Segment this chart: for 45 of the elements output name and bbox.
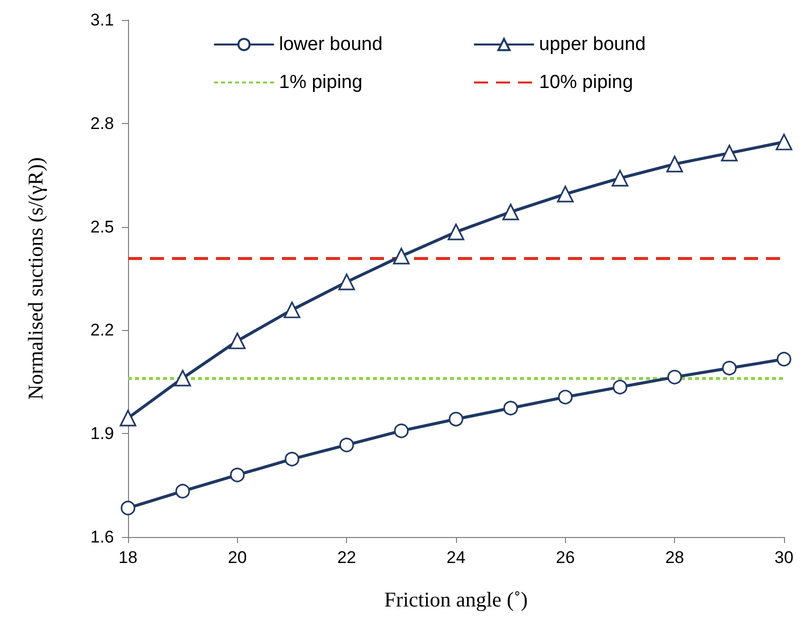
point <box>393 248 410 264</box>
x-tick-label: 20 <box>228 548 247 567</box>
point <box>558 390 573 404</box>
y-tick-label: 2.5 <box>90 217 114 236</box>
x-tick-label: 18 <box>118 548 138 567</box>
point <box>612 380 628 394</box>
point <box>394 424 409 438</box>
legend-label: upper bound <box>539 34 646 55</box>
y-tick-label: 1.6 <box>90 528 114 546</box>
point <box>229 332 246 350</box>
point <box>776 134 792 150</box>
point <box>284 302 300 318</box>
y-tick-label: 1.9 <box>90 424 114 444</box>
x-tick-label: 26 <box>556 548 575 567</box>
y-tick-label: 2.8 <box>90 114 114 133</box>
point <box>230 468 245 482</box>
point <box>174 370 191 386</box>
point <box>503 400 518 416</box>
point <box>120 410 136 426</box>
point <box>175 484 190 498</box>
y-tick-label: 3.1 <box>90 10 114 30</box>
point <box>284 452 300 466</box>
point <box>612 170 628 186</box>
y-axis-title: Normalised suctions (s/(γR)) <box>24 157 48 400</box>
point <box>120 500 136 516</box>
x-tick-label: 22 <box>337 548 356 567</box>
point <box>448 224 464 240</box>
point <box>502 204 519 220</box>
point <box>667 370 682 384</box>
legend-label: 10% piping <box>539 72 634 93</box>
y-tick-label: 2.2 <box>90 320 114 340</box>
point <box>448 412 464 426</box>
point <box>338 274 355 290</box>
point <box>557 186 574 202</box>
point <box>721 144 738 162</box>
legend-label: 1% piping <box>279 72 362 93</box>
x-tick-label: 28 <box>665 548 684 567</box>
point <box>722 360 737 376</box>
point <box>339 438 354 452</box>
legend-label: lower bound <box>279 34 383 55</box>
x-tick-label: 24 <box>446 548 466 567</box>
x-tick-label: 30 <box>774 548 794 567</box>
x-axis-title: Friction angle (˚) <box>384 588 528 612</box>
point <box>776 352 792 366</box>
point <box>666 156 683 172</box>
